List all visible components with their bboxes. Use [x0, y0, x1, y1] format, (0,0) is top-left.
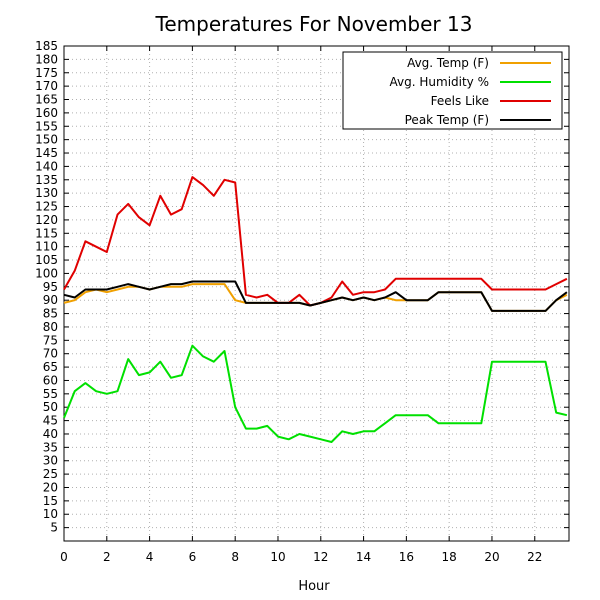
series-lines	[63, 176, 568, 443]
x-tick-label: 6	[189, 550, 197, 564]
legend-label: Avg. Humidity %	[390, 75, 489, 89]
x-tick-label: 8	[231, 550, 239, 564]
plot-frame	[63, 45, 570, 542]
y-tick-label: 175	[35, 66, 58, 80]
x-tick-label: 12	[313, 550, 328, 564]
y-tick-label: 155	[35, 119, 58, 133]
y-tick-label: 20	[43, 480, 58, 494]
x-tick-label: 14	[356, 550, 371, 564]
y-tick-label: 165	[35, 93, 58, 107]
y-tick-label: 185	[35, 39, 58, 53]
y-tick-label: 130	[35, 186, 58, 200]
legend: Avg. Temp (F) Avg. Humidity % Feels Like Pe…	[342, 51, 563, 130]
chart-title: Temperatures For November 13	[155, 12, 473, 36]
legend-label: Peak Temp (F)	[405, 113, 489, 127]
x-tick-label: 10	[270, 550, 285, 564]
series-line-1	[63, 344, 568, 443]
y-tick-label: 180	[35, 52, 58, 66]
x-tick-label: 4	[146, 550, 154, 564]
y-tick-label: 10	[43, 507, 58, 521]
axis-ticks: 5101520253035404550556065707580859095100…	[35, 39, 569, 564]
y-tick-label: 25	[43, 467, 58, 481]
y-tick-label: 55	[43, 387, 58, 401]
y-tick-label: 50	[43, 400, 58, 414]
x-tick-label: 18	[442, 550, 457, 564]
y-tick-label: 75	[43, 333, 58, 347]
y-tick-label: 135	[35, 173, 58, 187]
y-tick-label: 110	[35, 240, 58, 254]
y-tick-label: 40	[43, 427, 58, 441]
y-tick-label: 150	[35, 133, 58, 147]
y-tick-label: 140	[35, 159, 58, 173]
y-tick-label: 125	[35, 200, 58, 214]
y-tick-label: 80	[43, 320, 58, 334]
y-tick-label: 70	[43, 347, 58, 361]
y-tick-label: 115	[35, 226, 58, 240]
y-tick-label: 65	[43, 360, 58, 374]
x-tick-label: 0	[60, 550, 68, 564]
x-tick-label: 2	[103, 550, 111, 564]
y-tick-label: 120	[35, 213, 58, 227]
x-tick-label: 20	[484, 550, 499, 564]
y-tick-label: 30	[43, 454, 58, 468]
y-tick-label: 95	[43, 280, 58, 294]
y-tick-label: 85	[43, 307, 58, 321]
y-tick-label: 100	[35, 266, 58, 280]
y-tick-label: 145	[35, 146, 58, 160]
y-tick-label: 170	[35, 79, 58, 93]
legend-box	[342, 51, 563, 130]
y-tick-label: 160	[35, 106, 58, 120]
y-tick-label: 60	[43, 373, 58, 387]
x-tick-label: 22	[527, 550, 542, 564]
y-tick-label: 90	[43, 293, 58, 307]
y-tick-label: 35	[43, 440, 58, 454]
x-axis-label: Hour	[298, 579, 330, 594]
y-tick-label: 15	[43, 494, 58, 508]
series-line-3	[63, 280, 568, 312]
x-tick-label: 16	[399, 550, 414, 564]
legend-label: Feels Like	[431, 94, 489, 108]
y-tick-label: 105	[35, 253, 58, 267]
legend-label: Avg. Temp (F)	[407, 56, 489, 70]
y-tick-label: 45	[43, 414, 58, 428]
y-tick-label: 5	[50, 521, 58, 535]
